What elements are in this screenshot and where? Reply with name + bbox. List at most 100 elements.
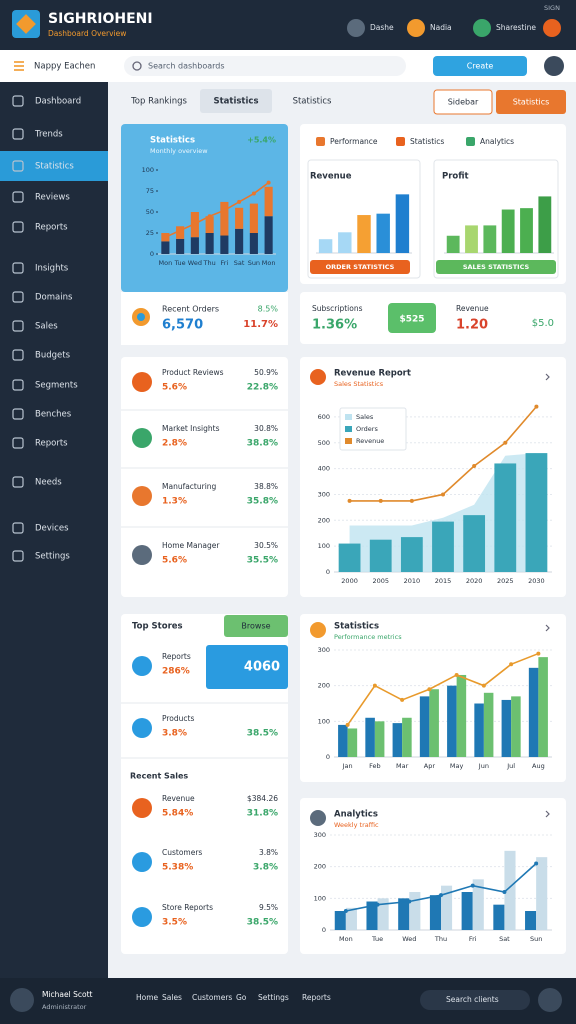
avatar[interactable] [544, 56, 564, 76]
avatar[interactable] [10, 988, 34, 1012]
summary-label: Recent Orders [162, 305, 219, 314]
tab-label[interactable]: Statistics [293, 97, 332, 107]
tab-label[interactable]: Top Rankings [130, 97, 187, 107]
list-card [121, 614, 288, 954]
nav-item[interactable]: Needs [35, 478, 62, 488]
footer-link[interactable]: Home [136, 993, 159, 1002]
chevron[interactable] [545, 624, 550, 632]
header-avatar[interactable] [407, 19, 425, 37]
bar [525, 453, 548, 572]
list-card [121, 357, 288, 597]
nav-item[interactable]: Domains [35, 293, 73, 303]
panel-icon [396, 137, 405, 146]
action-label[interactable]: Sidebar [448, 98, 479, 107]
footer-link[interactable]: Customers [192, 993, 232, 1002]
nav-item[interactable]: Sales [35, 322, 58, 332]
header-avatar[interactable] [473, 19, 491, 37]
create-button[interactable] [433, 56, 527, 76]
panel-tab[interactable]: Statistics [410, 137, 444, 146]
bar [465, 225, 478, 253]
chart-title: Revenue Report [334, 369, 411, 379]
kpi-badge: $525 [399, 315, 424, 325]
panel-icon [316, 137, 325, 146]
footer-link[interactable]: Reports [302, 993, 331, 1002]
nav-item[interactable]: Reports [35, 223, 68, 233]
browse-button[interactable] [224, 615, 288, 637]
legend-swatch [345, 414, 352, 420]
user-name: Michael Scott [42, 990, 93, 999]
nav-item[interactable]: Statistics [35, 162, 74, 172]
header-link[interactable]: Sharestine [496, 23, 536, 32]
bar [338, 543, 361, 572]
panel-tab[interactable]: Analytics [480, 137, 514, 146]
bar [538, 657, 548, 757]
legend-label: Orders [356, 425, 378, 433]
avatar[interactable] [538, 988, 562, 1012]
row-icon [132, 798, 152, 818]
nav-item[interactable]: Segments [35, 381, 78, 391]
action-button[interactable] [433, 89, 493, 115]
point [163, 235, 168, 240]
bar [441, 885, 453, 930]
chart-button[interactable]: ORDER STATISTICS [326, 263, 395, 271]
notify[interactable] [543, 19, 561, 37]
nav-item[interactable]: Devices [35, 524, 69, 534]
chart-icon [310, 622, 326, 638]
x-tick-label: 2010 [404, 577, 421, 585]
x-tick-label: Thu [203, 259, 216, 267]
footer-search-text[interactable]: Search clients [446, 995, 499, 1004]
nav-item[interactable]: Settings [35, 552, 70, 562]
header-link[interactable]: Nadia [430, 23, 452, 32]
nav-item[interactable]: Reports [35, 439, 68, 449]
chart-button[interactable]: SALES STATISTICS [463, 263, 530, 271]
point [503, 440, 508, 445]
action-label[interactable]: Statistics [513, 98, 550, 107]
row-icon [132, 718, 152, 738]
bar [374, 721, 385, 757]
action-button[interactable] [496, 90, 566, 114]
mini-button[interactable] [436, 260, 556, 274]
bar [264, 186, 273, 217]
bar [419, 696, 430, 757]
bar [249, 233, 258, 254]
search-placeholder[interactable]: Search dashboards [148, 62, 225, 71]
header-link[interactable]: Dashe [370, 23, 394, 32]
nav-item[interactable]: Insights [35, 264, 69, 274]
bar [520, 208, 533, 253]
nav-item[interactable]: Dashboard [35, 97, 81, 107]
panel-tab[interactable]: Performance [330, 137, 378, 146]
nav-item[interactable]: Trends [34, 130, 63, 140]
tab[interactable] [124, 89, 194, 113]
row-name: Products [162, 714, 194, 723]
footer-link[interactable]: Sales [162, 993, 182, 1002]
chevron[interactable] [545, 810, 550, 818]
nav-item[interactable]: Budgets [35, 351, 71, 361]
browse-label[interactable]: Browse [241, 622, 270, 631]
header-avatar[interactable] [347, 19, 365, 37]
kpi-badge: $5.0 [532, 318, 554, 329]
button-label[interactable]: Create [467, 62, 494, 71]
bar [400, 537, 423, 572]
point [207, 214, 212, 219]
x-tick-label: Thu [434, 935, 447, 943]
menu-label[interactable]: Nappy Eachen [34, 62, 95, 72]
footer-link[interactable]: Go [236, 993, 247, 1002]
search-box[interactable] [124, 56, 406, 76]
nav-item[interactable]: Benches [35, 410, 72, 420]
legend-swatch [345, 426, 352, 432]
chevron[interactable] [545, 373, 550, 381]
point [222, 208, 227, 213]
bar [347, 728, 358, 757]
mini-button[interactable] [310, 260, 410, 274]
bar [235, 228, 244, 254]
x-tick-label: Fri [469, 935, 477, 943]
nav-active[interactable] [0, 151, 108, 181]
footer-search[interactable] [420, 990, 530, 1010]
bar [429, 895, 441, 930]
nav-item[interactable]: Reviews [35, 193, 70, 203]
tab-label[interactable]: Statistics [213, 97, 258, 107]
point [400, 697, 405, 702]
tab-active[interactable] [200, 89, 272, 113]
footer-link[interactable]: Settings [258, 993, 289, 1002]
point [345, 722, 350, 727]
